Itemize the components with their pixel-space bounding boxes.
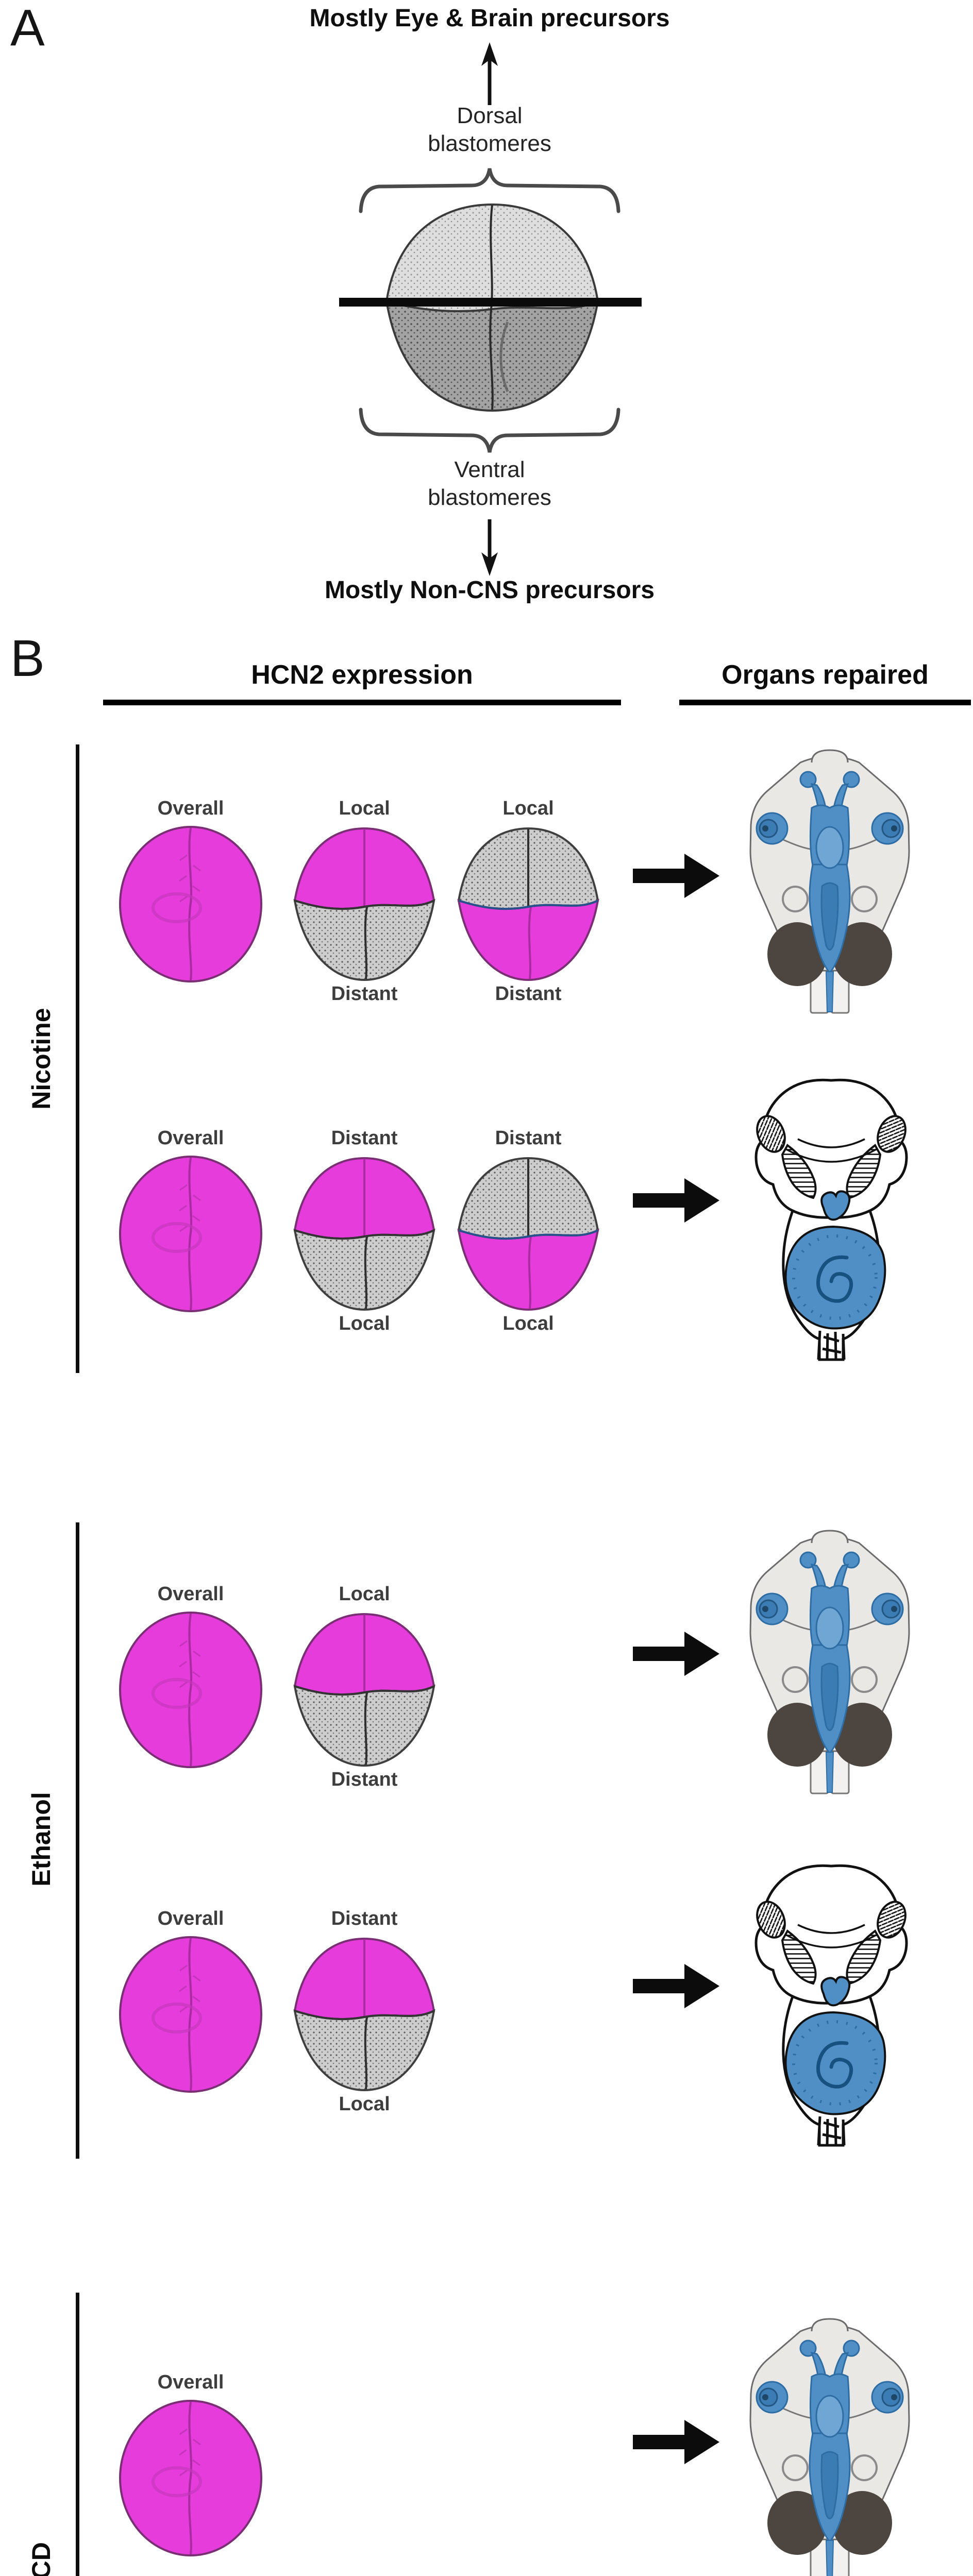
nicotine-group-line: [76, 744, 79, 1373]
embryo-top-magenta: [290, 1610, 439, 1770]
embryo-top-magenta: [290, 1935, 439, 2094]
panel-a-bottom-caption: Mostly Non-CNS precursors: [324, 577, 655, 604]
arrow-down-icon: [481, 519, 498, 576]
group-name-notch-icd: Notch ICD: [26, 2504, 57, 2576]
repaired-heart-gut-illustration: [736, 1073, 927, 1362]
embryo-label: Distant: [331, 983, 398, 1005]
embryo-label: Overall: [157, 798, 224, 819]
embryo-bottom-magenta: [454, 1154, 603, 1314]
embryo-overall-magenta: [116, 824, 265, 984]
repaired-brain-eyes-illustration: [734, 742, 925, 1015]
embryo-label: Overall: [157, 1908, 224, 1929]
embryo-label: Overall: [157, 1127, 224, 1149]
embryo-label: Local: [339, 798, 390, 819]
embryo-label: Local: [339, 1583, 390, 1605]
embryo-label: Overall: [157, 1583, 224, 1605]
arrow-up-icon: [481, 42, 498, 105]
organs-repaired-header: Organs repaired: [679, 659, 971, 705]
embryo-label: Local: [502, 798, 554, 819]
panel-a-top-caption: Mostly Eye & Brain precursors: [309, 5, 670, 32]
embryo-label: Distant: [495, 1127, 562, 1149]
embryo-label: Local: [339, 2093, 390, 2115]
embryo-overall-magenta: [116, 2398, 265, 2558]
embryo-top-magenta: [290, 1154, 439, 1314]
dorsal-blastomeres-label: Dorsal blastomeres: [428, 103, 551, 156]
ventral-bracket: [359, 408, 620, 453]
notch-icd-group-line: [76, 2293, 79, 2576]
embryo-label: Local: [339, 1313, 390, 1334]
embryo-overall-magenta: [116, 1935, 265, 2094]
group-name-nicotine: Nicotine: [27, 1008, 56, 1110]
embryo-label: Overall: [157, 2371, 224, 2393]
arrow-right-icon: [633, 2420, 719, 2464]
arrow-right-icon: [633, 1964, 719, 2008]
ethanol-group-line: [76, 1522, 79, 2159]
ventral-blastomeres-label: Ventral blastomeres: [428, 457, 551, 510]
panel-a-label: A: [10, 0, 45, 57]
panel-b-label: B: [10, 630, 45, 687]
embryo-label: Local: [502, 1313, 554, 1334]
embryo-overall-magenta: [116, 1154, 265, 1314]
hcn2-expression-header: HCN2 expression: [103, 659, 621, 705]
arrow-right-icon: [633, 854, 719, 898]
repaired-brain-eyes-illustration: [734, 1522, 925, 1795]
repaired-brain-eyes-illustration: [734, 2311, 925, 2576]
embryo-label: Distant: [331, 1908, 398, 1929]
embryo-overall-magenta: [116, 1610, 265, 1770]
embryo-top-magenta: [290, 824, 439, 984]
embryo-label: Distant: [331, 1127, 398, 1149]
embryo-label: Distant: [331, 1769, 398, 1790]
dorsal-ventral-boundary-bar: [339, 298, 642, 307]
embryo-bottom-magenta: [454, 824, 603, 984]
embryo-label: Distant: [495, 983, 562, 1005]
repaired-heart-gut-illustration: [736, 1859, 927, 2147]
four-cell-embryo-illustration: [385, 203, 599, 412]
arrow-right-icon: [633, 1632, 719, 1676]
arrow-right-icon: [633, 1178, 719, 1223]
group-name-ethanol: Ethanol: [27, 1792, 56, 1887]
dorsal-bracket: [359, 168, 620, 213]
